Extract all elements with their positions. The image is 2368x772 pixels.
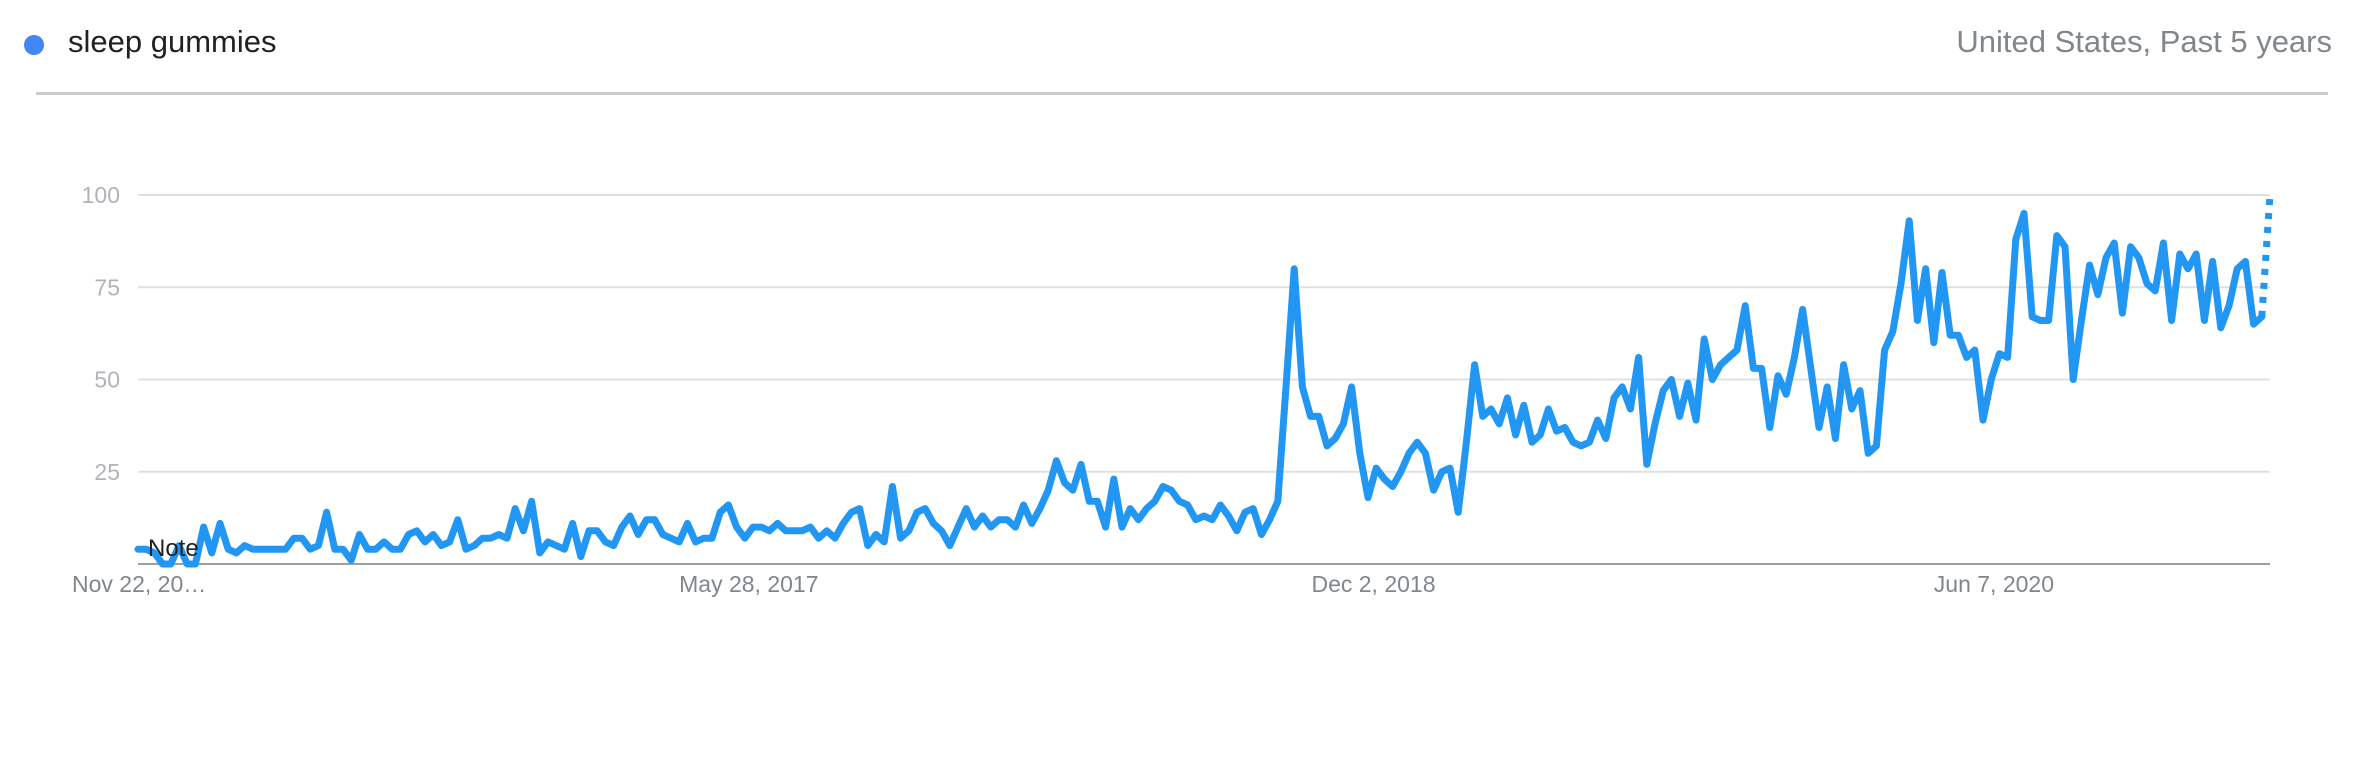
x-tick-label-3: Jun 7, 2020 bbox=[1934, 571, 2054, 597]
chart-header: sleep gummies United States, Past 5 year… bbox=[0, 0, 2368, 96]
y-tick-label-25: 25 bbox=[94, 459, 120, 485]
header-divider bbox=[36, 92, 2328, 95]
region-timeframe-label: United States, Past 5 years bbox=[1956, 24, 2332, 59]
x-tick-label-1: May 28, 2017 bbox=[679, 571, 818, 597]
series-line-sleep-gummies bbox=[134, 209, 2266, 568]
interest-over-time-chart: 25 50 75 100 Nov 22, 20… May 28, 2017 Dec 2, 2… bbox=[72, 182, 2274, 597]
legend-dot-icon bbox=[24, 35, 44, 55]
legend-term-label: sleep gummies bbox=[68, 24, 277, 59]
series-partial-segment bbox=[2258, 194, 2274, 318]
x-tick-label-2: Dec 2, 2018 bbox=[1311, 571, 1435, 597]
x-tick-label-0: Nov 22, 20… bbox=[72, 571, 206, 597]
y-tick-label-50: 50 bbox=[94, 367, 120, 393]
y-tick-label-100: 100 bbox=[82, 182, 120, 208]
note-label: Note bbox=[148, 535, 199, 562]
y-tick-label-75: 75 bbox=[94, 274, 120, 300]
